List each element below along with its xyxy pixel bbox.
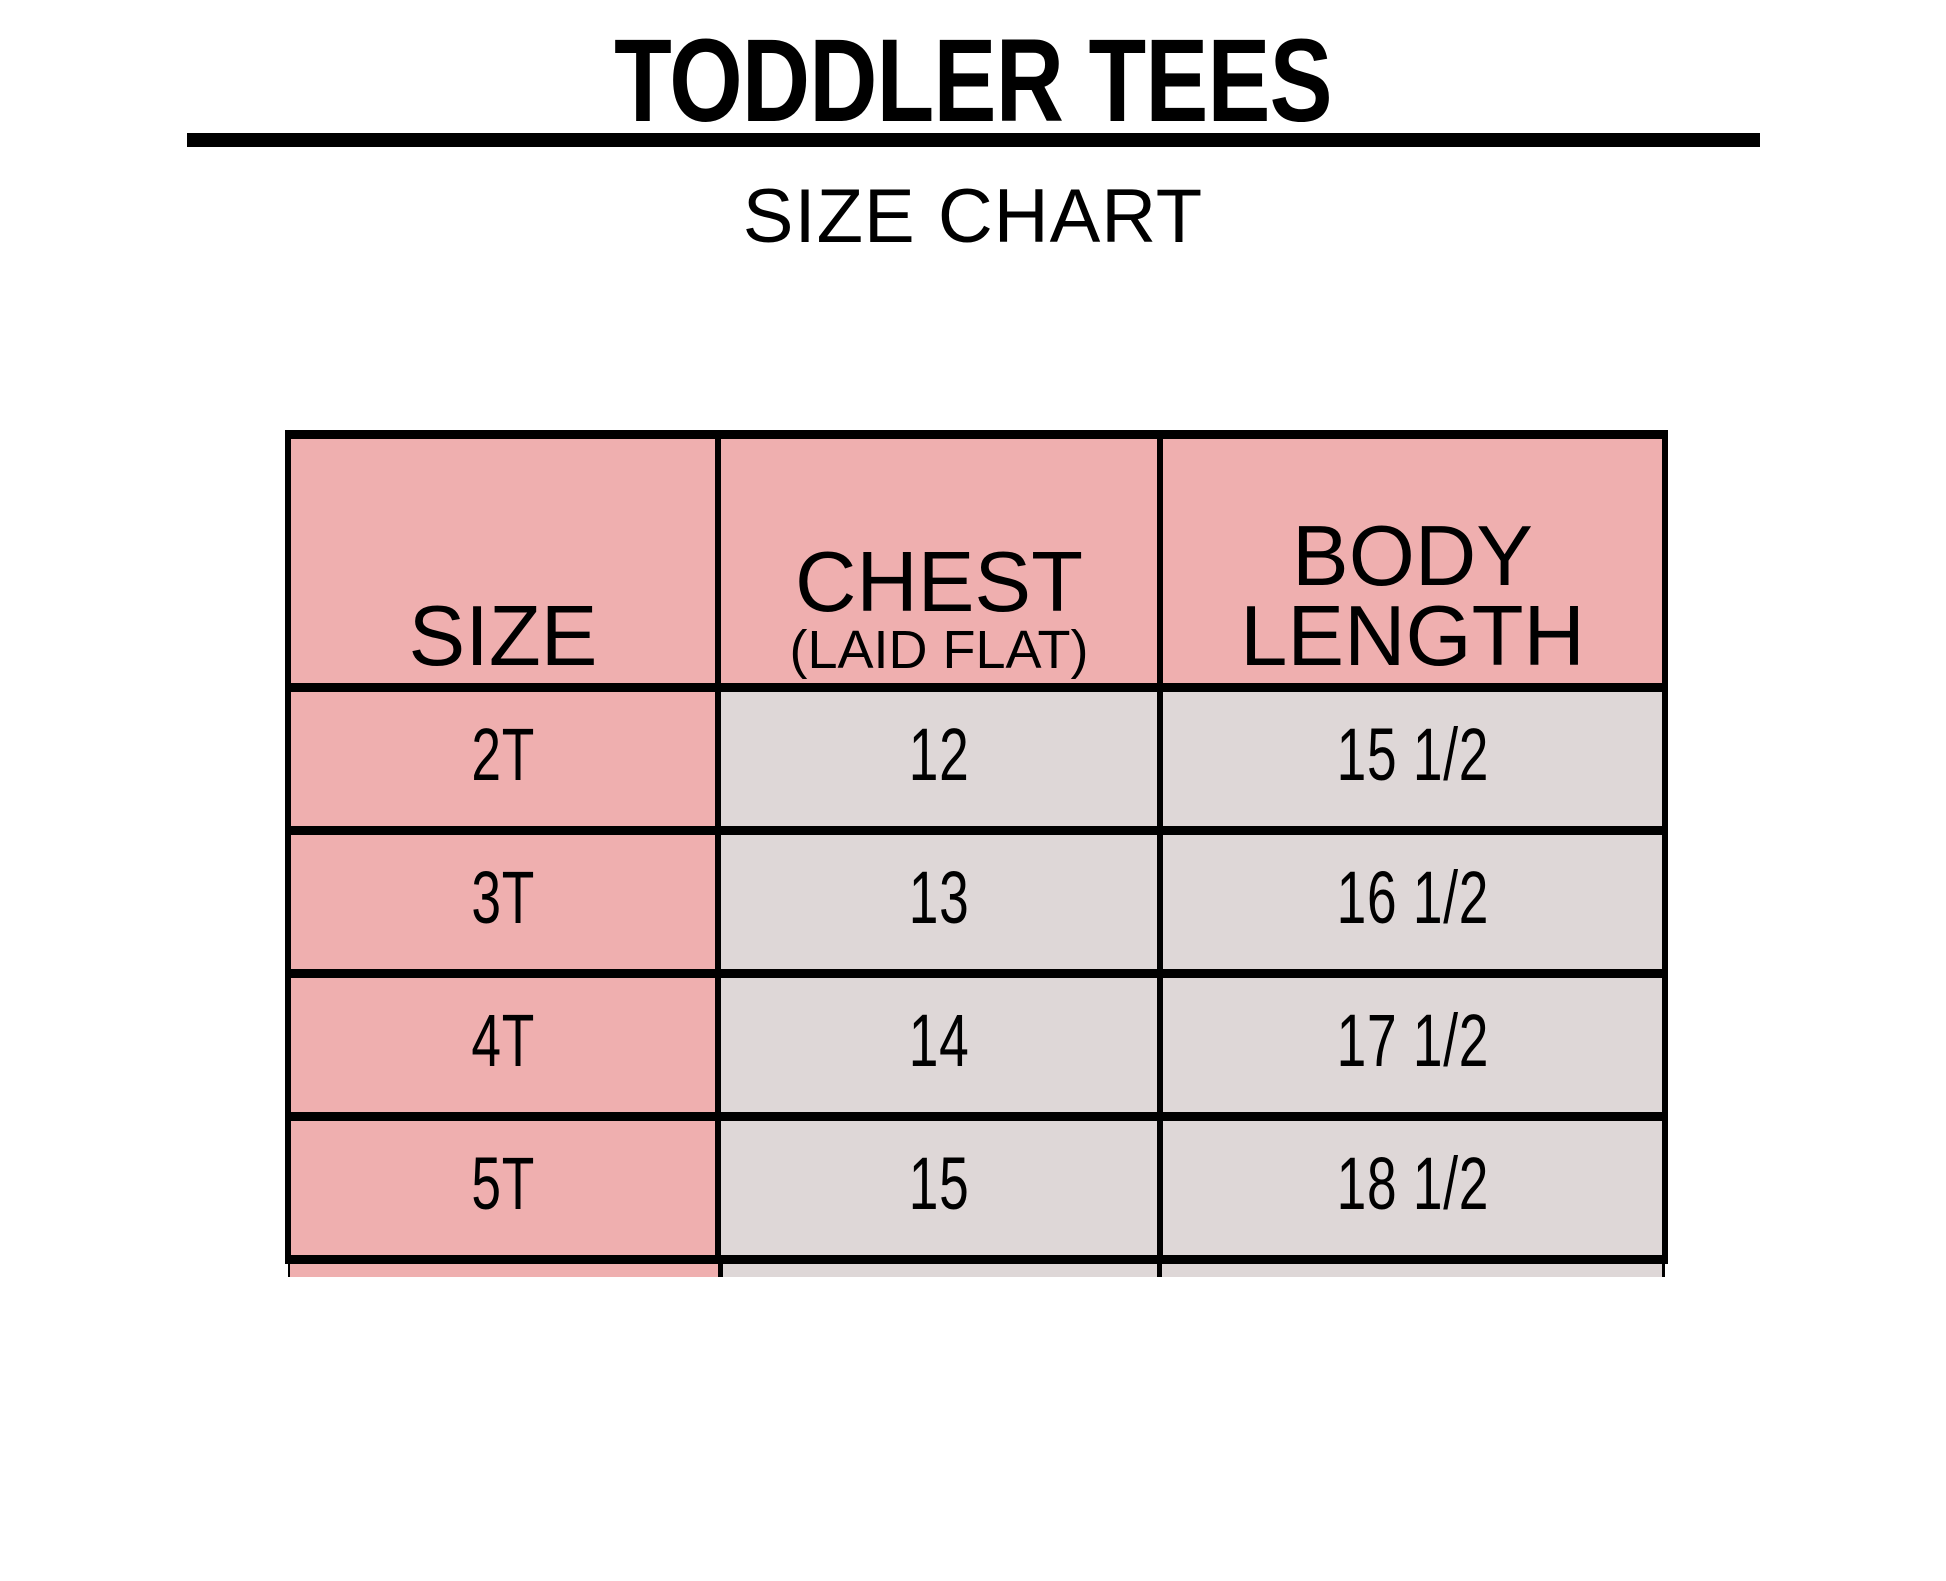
cell-body-length: 16 1/2	[1157, 826, 1665, 969]
sliver-divider-1	[718, 1264, 723, 1277]
cell-body-length-value: 15 1/2	[1336, 712, 1489, 796]
table-overflow-sliver	[288, 1264, 1665, 1277]
table-row: 5T 15 18 1/2	[288, 1112, 1665, 1255]
column-header-chest: CHEST (LAID FLAT)	[715, 430, 1160, 683]
cell-size-value: 5T	[471, 1141, 535, 1225]
sliver-border-right	[1662, 1264, 1665, 1277]
sliver-size-cell	[288, 1264, 718, 1277]
table-row-divider-4	[288, 1112, 1665, 1121]
cell-size: 5T	[288, 1112, 718, 1255]
cell-size-value: 3T	[471, 855, 535, 939]
page-title: TODDLER TEES	[614, 15, 1333, 147]
table-row-divider-3	[288, 969, 1665, 978]
cell-body-length: 18 1/2	[1157, 1112, 1665, 1255]
table-border-right	[1662, 430, 1668, 1264]
title-divider-rule	[187, 133, 1760, 147]
cell-chest-value: 15	[908, 1141, 970, 1225]
cell-chest-value: 12	[908, 712, 970, 796]
cell-body-length: 17 1/2	[1157, 969, 1665, 1112]
sliver-divider-2	[1157, 1264, 1162, 1277]
cell-chest: 15	[715, 1112, 1160, 1255]
cell-chest: 14	[715, 969, 1160, 1112]
cell-chest-value: 14	[908, 998, 970, 1082]
table-border-bottom	[288, 1255, 1665, 1264]
size-chart-table-container: SIZE CHEST (LAID FLAT) BODY LENGTH 2T 12	[285, 430, 1668, 1277]
sliver-chest-cell	[721, 1264, 1157, 1277]
cell-body-length-value: 17 1/2	[1336, 998, 1489, 1082]
cell-body-length-value: 18 1/2	[1336, 1141, 1489, 1225]
cell-body-length: 15 1/2	[1157, 683, 1665, 826]
cell-chest: 12	[715, 683, 1160, 826]
column-header-chest-sublabel: (LAID FLAT)	[789, 620, 1089, 680]
table-body: 2T 12 15 1/2 3T 13 16 1/2	[288, 683, 1665, 1255]
cell-size-value: 4T	[471, 998, 535, 1082]
cell-chest-value: 13	[908, 855, 970, 939]
cell-size-value: 2T	[471, 712, 535, 796]
column-header-body-length: BODY LENGTH	[1157, 430, 1665, 685]
table-border-left	[285, 430, 291, 1264]
table-row-divider-1	[288, 683, 1665, 692]
table-row: 2T 12 15 1/2	[288, 683, 1665, 826]
size-chart-table: SIZE CHEST (LAID FLAT) BODY LENGTH 2T 12	[288, 430, 1665, 1255]
table-row-divider-2	[288, 826, 1665, 835]
cell-chest: 13	[715, 826, 1160, 969]
table-header-row: SIZE CHEST (LAID FLAT) BODY LENGTH	[288, 430, 1665, 683]
column-header-size-label: SIZE	[408, 589, 598, 685]
chart-header: TODDLER TEES SIZE CHART	[0, 0, 1946, 255]
column-header-body-length-line2: LENGTH	[1240, 589, 1585, 685]
table-row: 3T 13 16 1/2	[288, 826, 1665, 969]
cell-body-length-value: 16 1/2	[1336, 855, 1489, 939]
cell-size: 3T	[288, 826, 718, 969]
sliver-body-cell	[1160, 1264, 1665, 1277]
page-subtitle: SIZE CHART	[742, 174, 1204, 259]
column-header-chest-label: CHEST	[794, 535, 1084, 631]
column-header-body-length-line1: BODY	[1292, 509, 1533, 605]
column-header-size: SIZE	[288, 430, 718, 683]
table-row: 4T 14 17 1/2	[288, 969, 1665, 1112]
table-header: SIZE CHEST (LAID FLAT) BODY LENGTH	[288, 430, 1665, 683]
sliver-border-left	[288, 1264, 290, 1277]
cell-size: 4T	[288, 969, 718, 1112]
table-border-top	[288, 430, 1665, 439]
cell-size: 2T	[288, 683, 718, 826]
